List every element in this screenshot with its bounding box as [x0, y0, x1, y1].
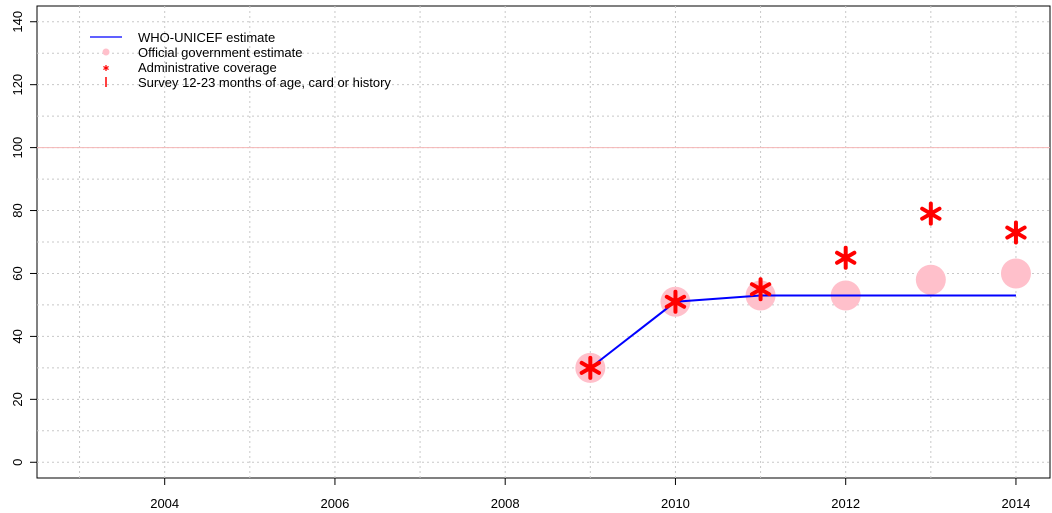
y-tick-label: 0 — [10, 459, 25, 466]
y-tick-label: 60 — [10, 266, 25, 280]
x-tick-label: 2014 — [1001, 496, 1030, 511]
legend-swatch-point — [102, 48, 110, 56]
x-tick-label: 2008 — [491, 496, 520, 511]
x-tick-label: 2010 — [661, 496, 690, 511]
administrative-coverage-point — [749, 277, 772, 302]
y-tick-label: 140 — [10, 11, 25, 33]
legend-swatch-asterisk — [103, 65, 109, 71]
official-estimate-point — [915, 264, 946, 295]
axes: 2004 2006 2008 2010 2012 2014 0 20 40 60 80 100 120 1… — [10, 11, 1030, 511]
administrative-coverage-point — [664, 289, 687, 314]
series — [575, 201, 1031, 383]
official-estimate-point — [1000, 258, 1031, 289]
legend-entry: Administrative coverage — [138, 60, 277, 75]
who-unicef-estimate-line — [589, 294, 1016, 369]
y-tick-label: 20 — [10, 392, 25, 406]
administrative-coverage-point — [579, 355, 601, 380]
administrative-coverage-point — [835, 245, 857, 270]
administrative-coverage-point — [920, 201, 942, 226]
y-tick-label: 100 — [10, 137, 25, 159]
x-tick-label: 2004 — [150, 496, 179, 511]
legend-entry: Survey 12-23 months of age, card or hist… — [138, 75, 391, 90]
legend-entry: Official government estimate — [138, 45, 303, 60]
y-tick-label: 80 — [10, 203, 25, 217]
x-tick-label: 2006 — [320, 496, 349, 511]
y-tick-label: 120 — [10, 74, 25, 96]
y-tick-label: 40 — [10, 329, 25, 343]
legend-entry: WHO-UNICEF estimate — [138, 30, 275, 45]
administrative-coverage-point — [1005, 220, 1027, 245]
x-tick-label: 2012 — [831, 496, 860, 511]
